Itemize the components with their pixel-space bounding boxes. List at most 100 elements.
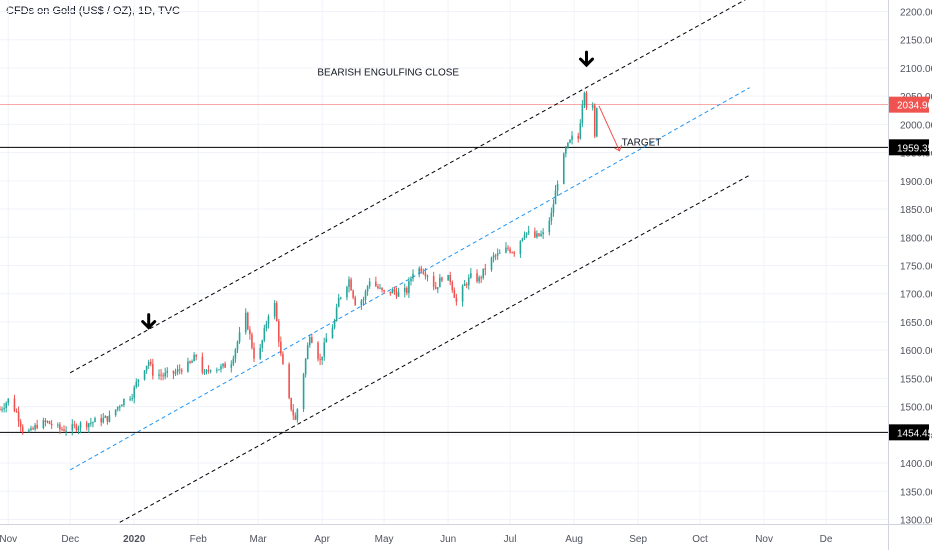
- candle-body[interactable]: [290, 397, 292, 410]
- candle-body[interactable]: [296, 409, 299, 420]
- candle-body[interactable]: [275, 303, 278, 322]
- candle-body[interactable]: [85, 422, 88, 428]
- candle-body[interactable]: [65, 430, 67, 432]
- candle-body[interactable]: [552, 204, 555, 213]
- candle-body[interactable]: [455, 297, 458, 302]
- candle-body[interactable]: [393, 289, 396, 292]
- candle-body[interactable]: [160, 374, 162, 376]
- candle-body[interactable]: [323, 342, 326, 357]
- candle-body[interactable]: [244, 312, 247, 333]
- candle-body[interactable]: [335, 307, 338, 321]
- candle-body[interactable]: [42, 420, 45, 429]
- candle-body[interactable]: [106, 416, 109, 422]
- candle-body[interactable]: [203, 372, 206, 374]
- candle-body[interactable]: [465, 283, 468, 286]
- candle-body[interactable]: [5, 402, 7, 408]
- candle-body[interactable]: [542, 232, 544, 235]
- candle-body[interactable]: [71, 424, 74, 431]
- candle-body[interactable]: [548, 220, 551, 233]
- candle-body[interactable]: [158, 374, 160, 376]
- candle-body[interactable]: [292, 409, 295, 416]
- candle-body[interactable]: [15, 411, 18, 413]
- candle-body[interactable]: [224, 363, 226, 368]
- candle-body[interactable]: [166, 370, 169, 373]
- candle-body[interactable]: [325, 338, 328, 343]
- candle-body[interactable]: [121, 404, 123, 407]
- candle-body[interactable]: [377, 286, 379, 289]
- candle-body[interactable]: [59, 424, 61, 430]
- candle-body[interactable]: [397, 292, 400, 297]
- candle-body[interactable]: [492, 255, 495, 258]
- candle-body[interactable]: [13, 398, 16, 412]
- candle-body[interactable]: [116, 406, 119, 410]
- candle-body[interactable]: [267, 316, 270, 324]
- candle-body[interactable]: [449, 274, 451, 282]
- candle-body[interactable]: [73, 424, 76, 426]
- candle-body[interactable]: [583, 92, 586, 105]
- candle-body[interactable]: [579, 123, 582, 139]
- candle-body[interactable]: [129, 398, 131, 400]
- candle-body[interactable]: [92, 422, 94, 424]
- candle-body[interactable]: [178, 369, 181, 371]
- candle-body[interactable]: [145, 365, 148, 371]
- candle-body[interactable]: [77, 427, 80, 431]
- candle-body[interactable]: [439, 277, 441, 288]
- candle-body[interactable]: [102, 417, 105, 423]
- candle-body[interactable]: [176, 369, 179, 373]
- candle-body[interactable]: [337, 297, 340, 308]
- candle-body[interactable]: [230, 364, 233, 368]
- candle-body[interactable]: [207, 370, 210, 372]
- candle-body[interactable]: [494, 255, 497, 257]
- candle-body[interactable]: [100, 418, 102, 423]
- candle-body[interactable]: [521, 238, 524, 241]
- candle-body[interactable]: [321, 356, 323, 361]
- candle-body[interactable]: [496, 253, 499, 256]
- candle-body[interactable]: [50, 423, 53, 426]
- candle-body[interactable]: [147, 361, 150, 366]
- candle-body[interactable]: [44, 420, 47, 423]
- candle-body[interactable]: [420, 268, 423, 272]
- candle-body[interactable]: [220, 366, 222, 370]
- candle-body[interactable]: [412, 273, 414, 279]
- candle-body[interactable]: [480, 277, 482, 279]
- candle-body[interactable]: [348, 279, 350, 288]
- candle-body[interactable]: [585, 92, 588, 108]
- candle-body[interactable]: [368, 281, 371, 287]
- candle-body[interactable]: [162, 375, 164, 377]
- candle-body[interactable]: [403, 287, 406, 293]
- candle-body[interactable]: [426, 275, 429, 277]
- candle-body[interactable]: [17, 411, 20, 422]
- candle-body[interactable]: [408, 281, 410, 294]
- candle-body[interactable]: [164, 372, 167, 377]
- candle-body[interactable]: [395, 291, 398, 297]
- candle-body[interactable]: [174, 372, 177, 374]
- candle-body[interactable]: [57, 424, 59, 426]
- candle-body[interactable]: [288, 364, 290, 398]
- candle-body[interactable]: [567, 142, 569, 148]
- candle-body[interactable]: [48, 421, 51, 424]
- candle-body[interactable]: [90, 422, 92, 424]
- candle-body[interactable]: [554, 190, 557, 205]
- candle-body[interactable]: [461, 285, 464, 302]
- candle-body[interactable]: [131, 398, 133, 400]
- candle-body[interactable]: [251, 334, 253, 348]
- candle-body[interactable]: [577, 135, 580, 139]
- candle-body[interactable]: [538, 233, 540, 236]
- candle-body[interactable]: [360, 300, 363, 306]
- candle-body[interactable]: [187, 361, 189, 372]
- candle-body[interactable]: [482, 268, 485, 278]
- candle-body[interactable]: [280, 341, 282, 354]
- candle-body[interactable]: [46, 421, 49, 423]
- candle-body[interactable]: [505, 247, 507, 253]
- candle-body[interactable]: [306, 345, 309, 360]
- candle-body[interactable]: [381, 287, 383, 291]
- candle-body[interactable]: [253, 347, 255, 359]
- candle-body[interactable]: [447, 274, 449, 281]
- candle-body[interactable]: [172, 370, 175, 374]
- candle-body[interactable]: [432, 275, 435, 287]
- candle-body[interactable]: [519, 240, 522, 255]
- candle-body[interactable]: [437, 287, 439, 289]
- candle-body[interactable]: [302, 374, 305, 410]
- candle-body[interactable]: [366, 286, 369, 292]
- candle-body[interactable]: [135, 381, 138, 388]
